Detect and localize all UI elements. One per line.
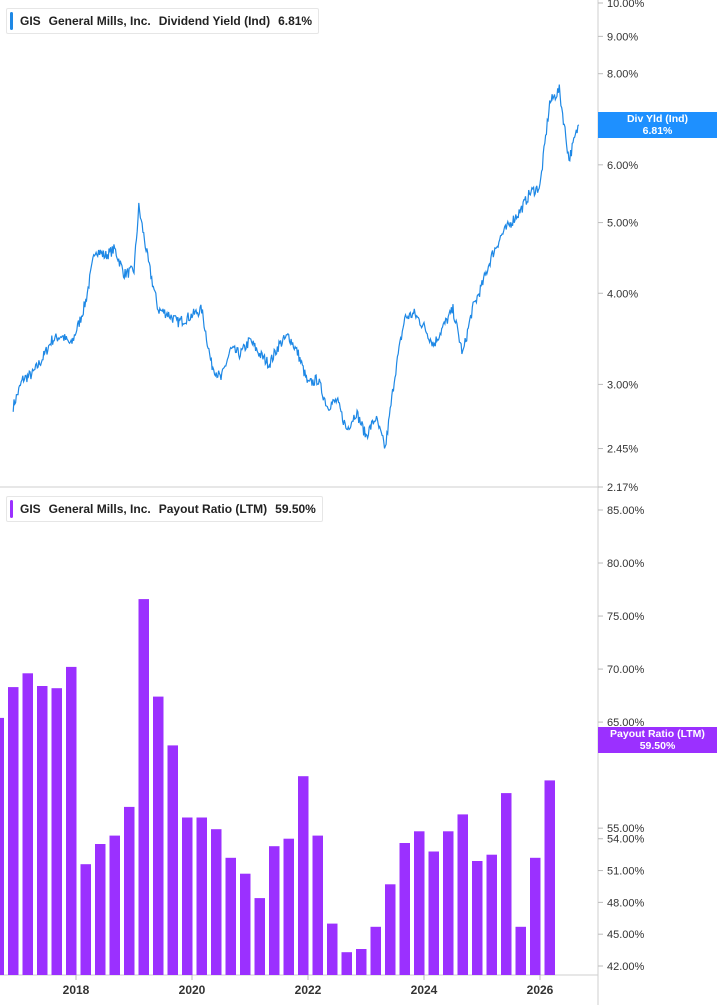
legend-value: 59.50% (275, 502, 316, 516)
payout-ratio-bar (182, 817, 193, 975)
y-tick-label: 54.00% (607, 834, 645, 846)
payout-ratio-bar (356, 949, 367, 975)
payout-ratio-bar (544, 780, 555, 975)
top-y-axis: 10.00%9.00%8.00%7.00%6.00%5.00%4.00%3.00… (598, 0, 645, 494)
payout-ratio-bar (109, 835, 120, 975)
payout-ratio-bar (298, 776, 309, 975)
y-tick-label: 80.00% (607, 558, 645, 570)
dividend-yield-series (12, 84, 580, 449)
payout-ratio-bar (370, 926, 381, 975)
y-tick-label: 2.17% (607, 482, 638, 494)
payout-ratio-bar (385, 884, 396, 975)
payout-ratio-series (0, 599, 555, 975)
bottom-legend[interactable]: GIS General Mills, Inc. Payout Ratio (LT… (6, 496, 323, 522)
payout-ratio-bar (225, 857, 236, 975)
payout-ratio-bar (167, 745, 178, 975)
badge-label: Div Yld (Ind) (626, 113, 689, 125)
payout-ratio-bar (95, 844, 106, 975)
y-tick-label: 51.00% (607, 866, 645, 878)
legend-metric: Dividend Yield (Ind) (158, 14, 271, 28)
y-tick-label: 8.00% (607, 69, 638, 81)
payout-ratio-bar (341, 952, 352, 975)
badge-value: 6.81% (642, 125, 673, 137)
y-tick-label: 9.00% (607, 31, 638, 43)
x-tick-label: 2026 (527, 983, 554, 997)
payout-ratio-bar (486, 854, 497, 975)
x-tick-label: 2024 (411, 983, 438, 997)
dividend-yield-line (12, 84, 580, 449)
bottom-y-axis: 85.00% 80.00% 75.00% 70.00% 65.00% 55.00%54.0… (598, 505, 645, 973)
payout-ratio-bar (414, 831, 425, 975)
legend-value: 6.81% (278, 14, 313, 28)
payout-ratio-bar (0, 717, 4, 975)
payout-ratio-bar (269, 846, 280, 975)
payout-ratio-bar (196, 817, 207, 975)
payout-ratio-bar (66, 666, 77, 975)
payout-ratio-bar (515, 926, 526, 975)
y-tick-label: 85.00% (607, 505, 645, 517)
series-color-swatch (10, 12, 13, 30)
y-tick-label: 48.00% (607, 897, 645, 909)
payout-ratio-bar (399, 843, 410, 975)
y-tick-label: 45.00% (607, 929, 645, 941)
legend-metric: Payout Ratio (LTM) (158, 502, 268, 516)
series-color-swatch (10, 500, 13, 518)
y-tick-label: 70.00% (607, 664, 645, 676)
payout-ratio-bar (138, 599, 149, 975)
legend-company: General Mills, Inc. (48, 14, 151, 28)
payout-ratio-bar (312, 835, 323, 975)
legend-company: General Mills, Inc. (48, 502, 151, 516)
payout-ratio-bar (240, 873, 251, 975)
payout-ratio-bar (327, 923, 338, 975)
x-tick-label: 2020 (179, 983, 206, 997)
payout-ratio-bar (530, 857, 541, 975)
payout-ratio-bar (37, 686, 48, 975)
payout-ratio-bar (254, 898, 265, 975)
payout-ratio-bar (283, 838, 294, 975)
y-tick-label: 55.00% (607, 823, 645, 835)
payout-ratio-bar (457, 814, 468, 975)
y-tick-label: 42.00% (607, 961, 645, 973)
badge-value: 59.50% (639, 740, 676, 752)
y-tick-label: 5.00% (607, 218, 638, 230)
y-tick-label: 10.00% (607, 0, 645, 10)
payout-ratio-bar (428, 851, 439, 975)
badge-label: Payout Ratio (LTM) (610, 728, 705, 740)
y-tick-label: 75.00% (607, 611, 645, 623)
payout-ratio-bar (501, 793, 512, 975)
y-tick-label: 4.00% (607, 288, 638, 300)
legend-ticker: GIS (20, 502, 41, 516)
x-axis: 2018 2020 2022 2024 2026 (63, 975, 554, 997)
payout-ratio-bar (153, 696, 164, 975)
dividend-yield-price-badge: Div Yld (Ind) 6.81% (598, 112, 717, 138)
top-legend[interactable]: GIS General Mills, Inc. Dividend Yield (… (6, 8, 320, 34)
x-tick-label: 2018 (63, 983, 90, 997)
payout-ratio-bar (51, 688, 62, 975)
payout-ratio-bar (80, 864, 91, 975)
y-tick-label: 3.00% (607, 379, 638, 391)
payout-ratio-bar (211, 829, 222, 975)
legend-ticker: GIS (20, 14, 41, 28)
payout-ratio-bar (22, 673, 33, 975)
payout-ratio-bar (472, 861, 483, 975)
payout-ratio-price-badge: Payout Ratio (LTM) 59.50% (598, 727, 717, 753)
payout-ratio-bar (124, 806, 135, 975)
y-tick-label: 6.00% (607, 160, 638, 172)
y-tick-label: 65.00% (607, 717, 645, 729)
payout-ratio-bar (8, 687, 19, 975)
y-tick-label: 2.45% (607, 444, 638, 456)
x-tick-label: 2022 (295, 983, 322, 997)
payout-ratio-bar (443, 831, 454, 975)
